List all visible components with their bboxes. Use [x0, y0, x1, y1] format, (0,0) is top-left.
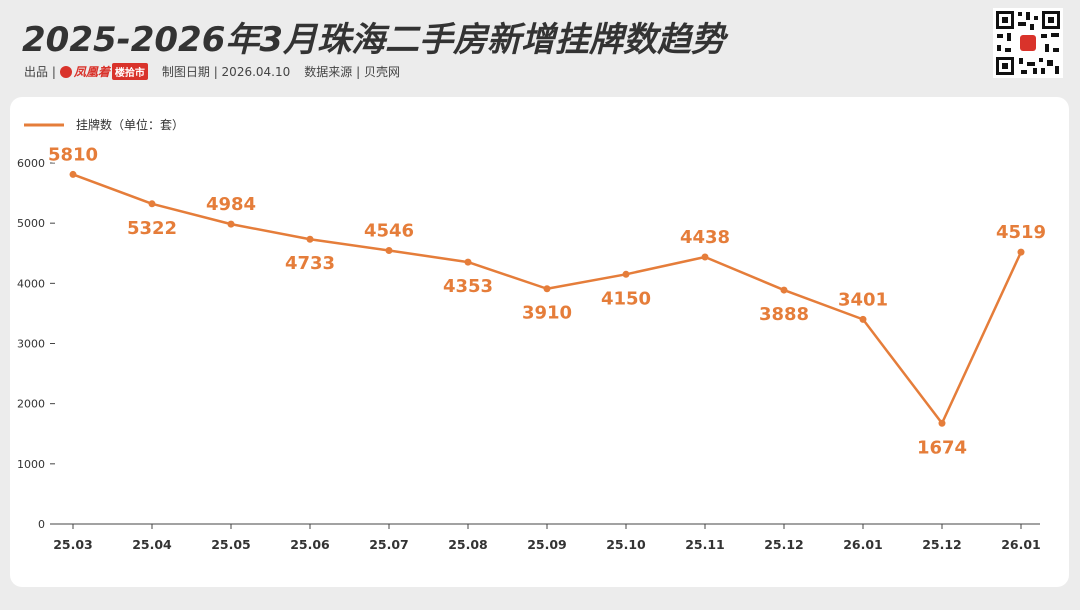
data-point: [306, 235, 314, 243]
y-tick-label: 4000: [17, 277, 45, 290]
x-tick-label: 25.12: [922, 537, 962, 552]
x-tick-label: 25.05: [211, 537, 251, 552]
data-label: 4984: [206, 194, 256, 215]
data-point: [148, 200, 156, 208]
data-point: [938, 419, 946, 427]
y-tick-label: 3000: [17, 338, 45, 351]
phoenix-icon: [59, 65, 72, 78]
data-point: [543, 285, 551, 293]
data-label: 4519: [996, 222, 1046, 243]
x-tick-label: 25.06: [290, 537, 330, 552]
chart-title: 2025-2026年3月珠海二手房新增挂牌数趋势: [22, 20, 726, 60]
credits-bar: 出品 | 凤凰着 楼拾市 制图日期 | 2026.04.10 数据来源 | 贝壳…: [24, 63, 400, 80]
chart-legend: 挂牌数（单位：套）: [24, 117, 184, 132]
x-tick-label: 26.01: [843, 537, 883, 552]
legend-label: 挂牌数（单位：套）: [76, 117, 184, 132]
publisher-logo: 凤凰着 楼拾市: [59, 63, 148, 80]
x-tick-label: 25.03: [53, 537, 93, 552]
chart-date: 制图日期 | 2026.04.10: [161, 65, 291, 79]
data-source: 数据来源 | 贝壳网: [304, 65, 400, 79]
data-label: 3401: [838, 289, 888, 310]
data-point: [622, 270, 630, 278]
data-label: 5322: [127, 218, 177, 239]
data-label: 4438: [680, 227, 730, 248]
x-tick-label: 26.01: [1001, 537, 1041, 552]
x-tick-label: 25.10: [606, 537, 646, 552]
credit-prefix: 出品 |: [24, 65, 56, 79]
x-tick-label: 25.09: [527, 537, 567, 552]
qr-logo-icon: [1020, 35, 1036, 51]
data-label: 4353: [443, 276, 493, 297]
y-tick-label: 0: [38, 518, 45, 531]
logo-badge: 楼拾市: [111, 63, 148, 80]
x-tick-label: 25.04: [132, 537, 172, 552]
x-tick-label: 25.07: [369, 537, 409, 552]
chart-axes: 0 1000 2000 3000 4000 5000 6000 25.03 25.04 25.05…: [17, 157, 1041, 552]
data-point: [227, 220, 235, 228]
chart-series: [69, 170, 1025, 427]
data-point: [1017, 248, 1025, 256]
data-label: 4733: [285, 253, 335, 274]
data-point: [780, 286, 788, 294]
data-label: 5810: [48, 144, 98, 165]
data-label: 3910: [522, 303, 572, 324]
qr-code-icon: [993, 8, 1063, 78]
x-tick-label: 25.11: [685, 537, 725, 552]
data-label: 1674: [917, 437, 967, 458]
chart-data-labels: 5810 5322 4984 4733 4546 4353 3910 4150 4438 3888…: [46, 142, 1048, 460]
data-point: [385, 246, 393, 254]
logo-text: 凤凰着: [73, 65, 110, 79]
data-point: [69, 170, 77, 178]
y-tick-label: 6000: [17, 157, 45, 170]
data-point: [464, 258, 472, 266]
data-label: 3888: [759, 304, 809, 325]
y-tick-label: 2000: [17, 398, 45, 411]
x-tick-label: 25.08: [448, 537, 488, 552]
data-point: [859, 315, 867, 323]
chart-card: [10, 97, 1069, 587]
data-label: 4546: [364, 220, 414, 241]
y-tick-label: 1000: [17, 458, 45, 471]
x-tick-label: 25.12: [764, 537, 804, 552]
data-label: 4150: [601, 288, 651, 309]
data-point: [701, 253, 709, 261]
y-tick-label: 5000: [17, 217, 45, 230]
